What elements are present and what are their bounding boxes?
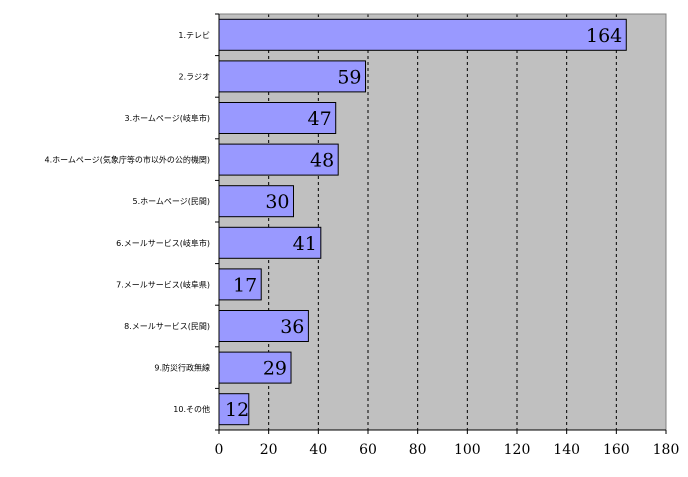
data-label: 17 xyxy=(233,274,257,296)
tick-label: 160 xyxy=(603,442,630,458)
bar xyxy=(218,185,294,218)
category-label: 2.ラジオ xyxy=(179,72,210,81)
data-label: 41 xyxy=(293,233,317,255)
category-label: 6.メールサービス(岐阜市) xyxy=(116,238,210,248)
data-label: 30 xyxy=(265,191,289,213)
bar xyxy=(218,226,322,259)
bar xyxy=(218,60,367,93)
category-label: 4.ホームページ(気象庁等の市以外の公的機関) xyxy=(45,155,210,165)
axes xyxy=(215,13,667,434)
tick-label: 60 xyxy=(359,442,377,458)
data-label: 59 xyxy=(337,66,361,88)
tick-label: 180 xyxy=(653,442,680,458)
category-labels: 1.テレビ 2.ラジオ 3.ホームページ(岐阜市) 4.ホームページ(気象庁等の市以外… xyxy=(45,31,210,414)
category-label: 10.その他 xyxy=(173,404,210,414)
bars xyxy=(218,18,627,426)
bar xyxy=(218,102,337,134)
data-label: 12 xyxy=(225,399,249,421)
tick-label: 40 xyxy=(309,442,327,458)
data-label: 164 xyxy=(586,25,622,47)
category-label: 8.メールサービス(民間) xyxy=(124,322,210,331)
tick-label: 20 xyxy=(260,442,278,458)
tick-label: 140 xyxy=(553,442,580,458)
bar xyxy=(218,268,262,301)
data-label: 36 xyxy=(280,316,304,338)
tick-label: 100 xyxy=(454,442,481,458)
category-label: 7.メールサービス(岐阜県) xyxy=(116,279,210,289)
tick-label: 0 xyxy=(215,442,224,458)
bar xyxy=(218,18,627,51)
data-label: 29 xyxy=(263,358,287,380)
data-label: 48 xyxy=(310,150,334,172)
data-label: 47 xyxy=(308,108,332,130)
category-label: 3.ホームページ(岐阜市) xyxy=(125,113,210,123)
category-label: 9.防災行政無線 xyxy=(154,363,210,373)
category-label: 1.テレビ xyxy=(178,31,210,40)
tick-label: 120 xyxy=(504,442,531,458)
category-label: 5.ホームページ(民間) xyxy=(133,197,210,206)
bar xyxy=(218,143,339,176)
x-axis-tick-labels: 0 20 40 60 80 100 120 140 160 180 xyxy=(215,442,680,458)
tick-label: 80 xyxy=(409,442,427,458)
